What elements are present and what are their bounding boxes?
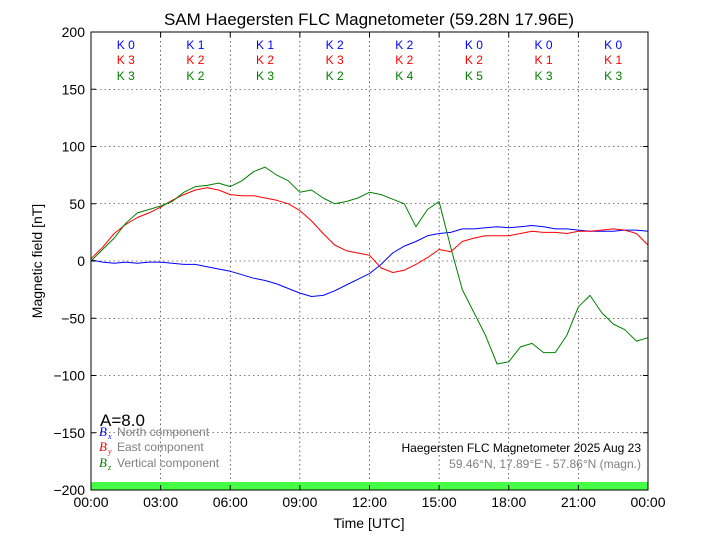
k-index-value: K 2: [256, 53, 274, 67]
k-index-value: K 3: [326, 53, 344, 67]
x-tick-label: 09:00: [282, 494, 317, 510]
k-index-value: K 3: [535, 69, 553, 83]
x-tick-label: 15:00: [422, 494, 457, 510]
x-tick-label: 06:00: [213, 494, 248, 510]
k-index-value: K 1: [535, 53, 553, 67]
k-index-value: K 2: [326, 69, 344, 83]
x-tick-label: 00:00: [630, 494, 665, 510]
x-tick-label: 21:00: [561, 494, 596, 510]
k-index-value: K 0: [535, 38, 553, 52]
k-index-value: K 4: [395, 69, 413, 83]
series-line-y: [90, 187, 649, 273]
k-index-value: K 0: [465, 38, 483, 52]
series-line-x: [90, 225, 649, 297]
legend-symbol: B: [99, 455, 107, 470]
legend-label: North component: [117, 425, 210, 439]
activity-index: A=8.0: [100, 411, 145, 430]
k-index-value: K 1: [604, 53, 622, 67]
y-tick-label: 100: [62, 139, 86, 155]
k-index-value: K 2: [465, 53, 483, 67]
k-index-value: K 5: [465, 69, 483, 83]
k-index-value: K 3: [256, 69, 274, 83]
k-index-value: K 1: [186, 38, 204, 52]
grid-lines: [91, 32, 648, 490]
series-layer: [90, 166, 649, 365]
k-index-value: K 0: [117, 38, 135, 52]
legend-symbol: B: [99, 439, 107, 454]
k-index-value: K 3: [117, 69, 135, 83]
k-index-value: K 0: [604, 38, 622, 52]
y-tick-label: −150: [53, 425, 85, 441]
k-index-value: K 1: [256, 38, 274, 52]
legend-label: East component: [117, 440, 204, 454]
y-axis-label: Magnetic field [nT]: [29, 204, 45, 318]
station-info: Haegersten FLC Magnetometer 2025 Aug 23: [402, 441, 642, 455]
y-tick-label: 50: [69, 196, 85, 212]
k-index-value: K 2: [395, 38, 413, 52]
k-index-value: K 3: [604, 69, 622, 83]
y-tick-label: 150: [62, 81, 86, 97]
x-axis-label: Time [UTC]: [333, 515, 404, 531]
k-index-value: K 2: [395, 53, 413, 67]
x-tick-label: 00:00: [73, 494, 108, 510]
station-coordinates: 59.46°N, 17.89°E - 57.86°N (magn.): [449, 457, 641, 471]
k-index-value: K 2: [186, 53, 204, 67]
x-tick-label: 03:00: [143, 494, 178, 510]
k-index-value: K 2: [326, 38, 344, 52]
chart-title: SAM Haegersten FLC Magnetometer (59.28N …: [164, 10, 574, 29]
legend-subscript: y: [107, 447, 112, 456]
series-line-z: [90, 166, 649, 365]
y-tick-label: 200: [62, 24, 86, 40]
legend-label: Vertical component: [117, 456, 220, 470]
y-tick-label: 0: [77, 253, 85, 269]
legend-subscript: x: [107, 432, 112, 441]
k-index-value: K 2: [186, 69, 204, 83]
k-index-value: K 3: [117, 53, 135, 67]
x-tick-label: 12:00: [352, 494, 387, 510]
x-tick-label: 18:00: [491, 494, 526, 510]
axis-ticks: 00:00 03:00 06:00 09:00 12:00 15:00 18:00 21:00…: [53, 24, 665, 510]
legend-symbol: B: [99, 424, 107, 439]
y-tick-label: −50: [61, 310, 85, 326]
legend-subscript: z: [107, 463, 112, 472]
y-tick-label: −100: [53, 368, 85, 384]
y-tick-label: −200: [53, 482, 85, 498]
